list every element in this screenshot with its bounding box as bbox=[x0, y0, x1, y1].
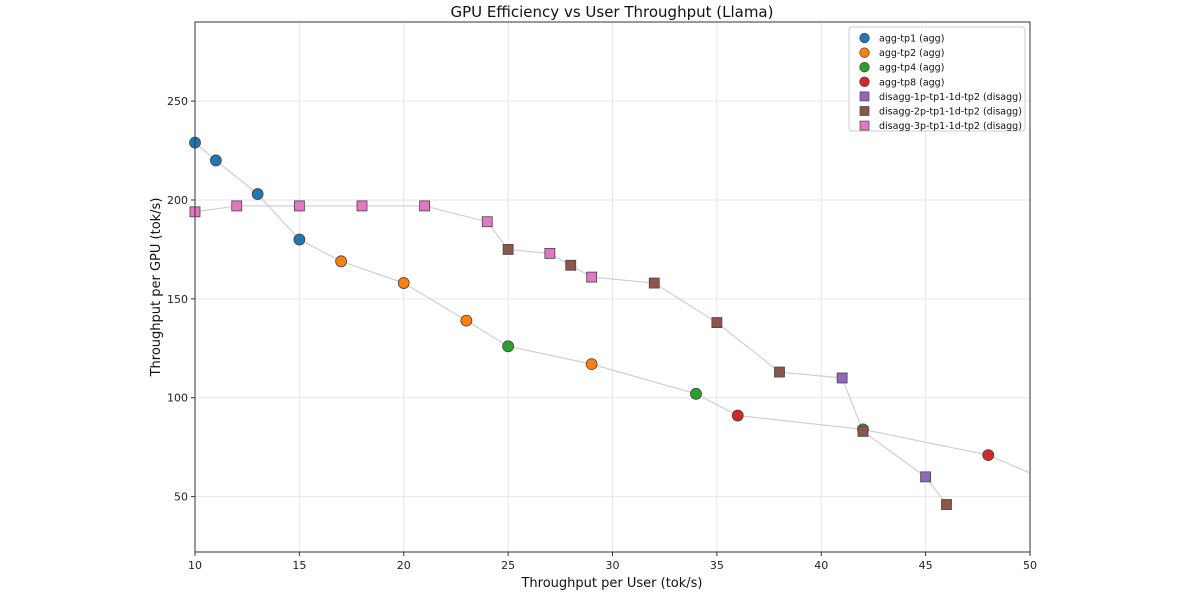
legend-marker-circle bbox=[859, 32, 870, 44]
data-point-square bbox=[774, 366, 785, 378]
y-tick-label: 200 bbox=[167, 194, 188, 207]
legend-label: agg-tp8 (agg) bbox=[879, 77, 944, 88]
series-group bbox=[335, 255, 598, 371]
data-point-circle bbox=[293, 233, 306, 246]
data-point-circle bbox=[335, 255, 348, 268]
legend-label: agg-tp2 (agg) bbox=[879, 48, 944, 59]
data-point-square bbox=[836, 372, 848, 384]
data-point-square bbox=[231, 200, 243, 212]
connecting-line bbox=[195, 142, 1030, 474]
data-point-square bbox=[293, 200, 305, 212]
x-axis-title: Throughput per User (tok/s) bbox=[520, 576, 702, 591]
legend-marker-square bbox=[859, 120, 870, 131]
x-axis-ticks: 10 15 20 25 30 35 40 45 50 bbox=[188, 552, 1037, 572]
x-tick-label: 20 bbox=[397, 559, 411, 572]
data-point-square bbox=[711, 317, 723, 328]
y-tick-label: 250 bbox=[167, 95, 188, 108]
data-point-circle bbox=[251, 188, 264, 200]
data-point-square bbox=[544, 247, 556, 259]
y-tick-label: 100 bbox=[167, 392, 188, 405]
data-point-circle bbox=[397, 277, 410, 289]
y-axis-title: Throughput per GPU (tok/s) bbox=[149, 198, 164, 378]
data-point-circle bbox=[502, 340, 515, 353]
x-tick-label: 50 bbox=[1023, 559, 1037, 572]
x-tick-label: 40 bbox=[814, 559, 828, 572]
legend-marker-square bbox=[859, 91, 870, 102]
legend-marker-circle bbox=[859, 76, 870, 87]
y-tick-label: 150 bbox=[167, 293, 188, 306]
x-tick-label: 25 bbox=[501, 559, 515, 572]
legend: agg-tp1 (agg) agg-tp2 (agg) agg-tp4 (agg) a… bbox=[848, 26, 1026, 132]
data-point-square bbox=[941, 499, 952, 510]
legend-label: disagg-1p-tp1-1d-tp2 (disagg) bbox=[879, 92, 1022, 103]
x-tick-label: 45 bbox=[919, 559, 933, 572]
data-point-square bbox=[356, 200, 368, 212]
legend-marker-circle bbox=[859, 62, 870, 73]
series-group bbox=[836, 372, 932, 483]
legend-label: agg-tp1 (agg) bbox=[879, 34, 944, 45]
data-point-square bbox=[586, 271, 598, 283]
x-tick-label: 10 bbox=[188, 559, 202, 572]
data-point-square bbox=[502, 244, 514, 255]
data-point-square bbox=[648, 277, 660, 289]
data-point-circle bbox=[982, 449, 995, 461]
data-point-square bbox=[857, 425, 869, 437]
data-point-square bbox=[920, 471, 932, 483]
y-axis-ticks: 50 100 150 200 250 bbox=[167, 95, 195, 504]
data-point-square bbox=[565, 259, 577, 271]
x-tick-label: 35 bbox=[710, 559, 724, 572]
legend-marker-circle bbox=[859, 47, 870, 58]
series-group bbox=[189, 136, 306, 246]
legend-label: disagg-3p-tp1-1d-tp2 (disagg) bbox=[879, 121, 1022, 132]
y-tick-label: 50 bbox=[174, 491, 188, 504]
data-point-circle bbox=[585, 358, 598, 371]
chart-title: GPU Efficiency vs User Throughput (Llama… bbox=[451, 3, 774, 21]
data-point-circle bbox=[731, 409, 744, 422]
legend-label: agg-tp4 (agg) bbox=[879, 63, 944, 74]
x-tick-label: 15 bbox=[292, 559, 306, 572]
data-point-circle bbox=[690, 387, 702, 400]
x-tick-label: 30 bbox=[606, 559, 620, 572]
legend-frame bbox=[848, 26, 1026, 132]
data-point-square bbox=[481, 216, 493, 228]
legend-label: disagg-2p-tp1-1d-tp2 (disagg) bbox=[879, 107, 1022, 118]
data-point-circle bbox=[460, 314, 473, 327]
data-point-square bbox=[419, 200, 431, 212]
series-group bbox=[502, 244, 952, 510]
data-point-circle bbox=[209, 154, 222, 167]
series-group bbox=[731, 409, 995, 461]
legend-marker-square bbox=[859, 106, 870, 116]
